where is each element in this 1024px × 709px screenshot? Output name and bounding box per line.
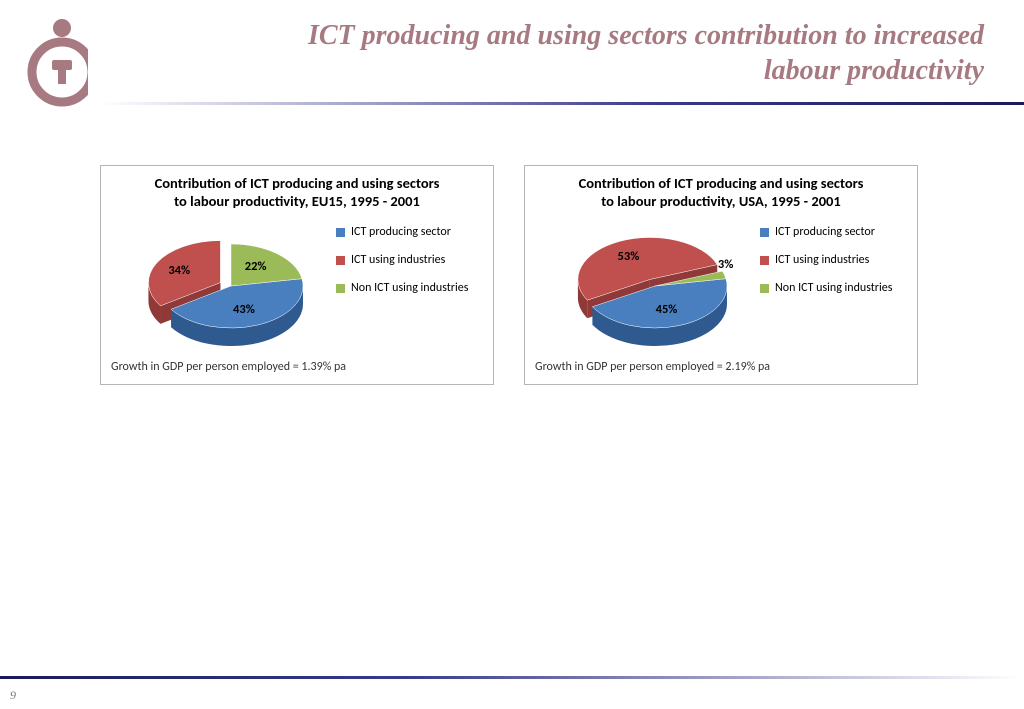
chart-title: Contribution of ICT producing and using … — [111, 174, 483, 210]
chart-title: Contribution of ICT producing and using … — [535, 174, 907, 210]
pie-slice-label: 43% — [233, 302, 255, 317]
legend-item-ict-producing: ICT producing sector — [336, 226, 483, 240]
logo-icon — [18, 18, 88, 108]
legend-item-non-ict: Non ICT using industries — [760, 282, 907, 296]
legend-label: ICT using industries — [775, 254, 869, 268]
legend-item-non-ict: Non ICT using industries — [336, 282, 483, 296]
chart-caption: Growth in GDP per person employed = 2.19… — [535, 360, 907, 374]
legend-label: ICT producing sector — [351, 226, 451, 240]
chart-body: 45% 53% 3% ICT producing sector ICT using … — [535, 216, 907, 356]
footer-divider — [0, 676, 1024, 679]
page-number: 9 — [10, 688, 16, 703]
slide-header: ICT producing and using sectors contribu… — [0, 0, 1024, 105]
page-title: ICT producing and using sectors contribu… — [100, 18, 984, 88]
chart-card-eu15: Contribution of ICT producing and using … — [100, 165, 494, 385]
title-line-2: labour productivity — [764, 55, 984, 86]
pie-slice-label: 45% — [656, 302, 678, 317]
chart-legend: ICT producing sector ICT using industrie… — [760, 216, 907, 309]
charts-row: Contribution of ICT producing and using … — [0, 105, 1024, 385]
pie-slice-label: 34% — [168, 263, 190, 278]
legend-swatch — [760, 256, 769, 265]
chart-card-usa: Contribution of ICT producing and using … — [524, 165, 918, 385]
pie-slice-label: 53% — [618, 249, 640, 264]
legend-label: ICT producing sector — [775, 226, 875, 240]
legend-item-ict-producing: ICT producing sector — [760, 226, 907, 240]
legend-item-ict-using: ICT using industries — [336, 254, 483, 268]
pie-slice-label: 22% — [245, 259, 267, 274]
legend-label: Non ICT using industries — [775, 282, 892, 296]
legend-swatch — [760, 284, 769, 293]
legend-item-ict-using: ICT using industries — [760, 254, 907, 268]
pie-slice-label: 3% — [718, 257, 733, 272]
chart-caption: Growth in GDP per person employed = 1.39… — [111, 360, 483, 374]
legend-label: ICT using industries — [351, 254, 445, 268]
title-line-1: ICT producing and using sectors contribu… — [308, 20, 984, 51]
chart-legend: ICT producing sector ICT using industrie… — [336, 216, 483, 309]
pie-chart-eu15: 43% 34% 22% — [111, 216, 336, 356]
legend-label: Non ICT using industries — [351, 282, 468, 296]
pie-chart-usa: 45% 53% 3% — [535, 216, 760, 356]
legend-swatch — [336, 228, 345, 237]
legend-swatch — [760, 228, 769, 237]
legend-swatch — [336, 256, 345, 265]
header-divider — [100, 102, 1024, 105]
legend-swatch — [336, 284, 345, 293]
chart-body: 43% 34% 22% ICT producing sector ICT using… — [111, 216, 483, 356]
